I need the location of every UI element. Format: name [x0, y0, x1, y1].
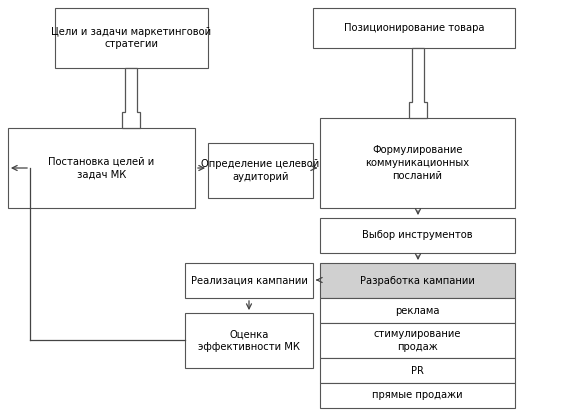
Text: Разработка кампании: Разработка кампании — [360, 275, 475, 285]
Bar — [320, 383, 515, 408]
Bar — [185, 313, 313, 368]
Text: Цели и задачи маркетинговой
стратегии: Цели и задачи маркетинговой стратегии — [51, 27, 212, 49]
Text: Оценка
эффективности МК: Оценка эффективности МК — [198, 329, 300, 352]
Text: прямые продажи: прямые продажи — [372, 390, 463, 400]
Text: Формулирование
коммуникационных
посланий: Формулирование коммуникационных посланий — [365, 145, 470, 181]
Text: Определение целевой
аудиторий: Определение целевой аудиторий — [201, 159, 320, 182]
Polygon shape — [122, 68, 140, 128]
Bar — [320, 323, 515, 358]
Text: стимулирование
продаж: стимулирование продаж — [374, 329, 461, 352]
Bar — [320, 118, 515, 208]
Text: Выбор инструментов: Выбор инструментов — [362, 230, 473, 240]
Text: реклама: реклама — [395, 306, 440, 316]
Bar — [8, 128, 195, 208]
Text: Позиционирование товара: Позиционирование товара — [343, 23, 484, 33]
Text: Постановка целей и
задач МК: Постановка целей и задач МК — [49, 157, 155, 179]
Bar — [320, 298, 515, 323]
Text: Реализация кампании: Реализация кампании — [191, 275, 307, 285]
Polygon shape — [409, 48, 427, 118]
Bar — [313, 8, 515, 48]
Text: PR: PR — [411, 365, 424, 375]
Bar — [208, 143, 313, 198]
Bar — [55, 8, 208, 68]
Bar — [185, 263, 313, 298]
Bar — [320, 218, 515, 253]
Bar — [320, 358, 515, 383]
Bar — [320, 263, 515, 298]
